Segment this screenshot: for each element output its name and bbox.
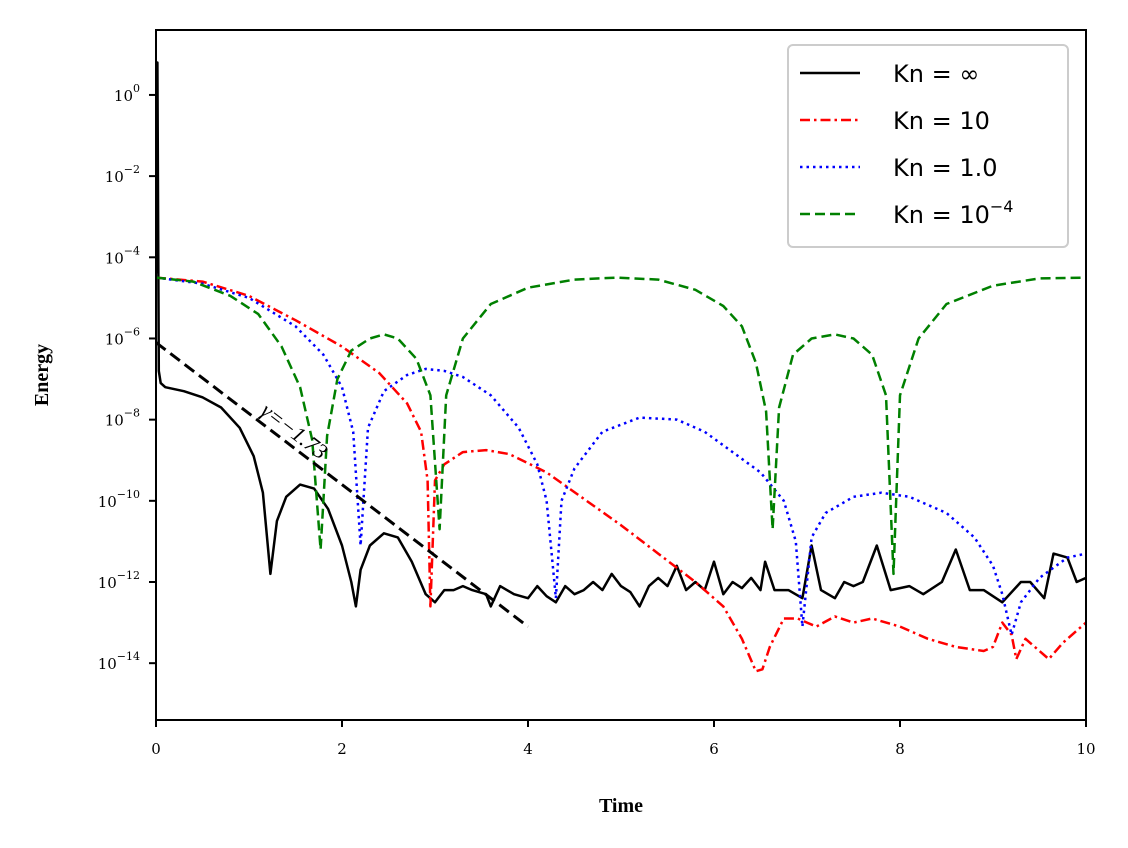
y-tick-label: 10−6 — [105, 325, 140, 348]
x-tick-label: 6 — [709, 740, 719, 758]
legend-label: Kn = 10−4 — [893, 197, 1013, 229]
legend: Kn = ∞ Kn = 10 Kn = 1.0 Kn = 10−4 — [787, 44, 1069, 248]
series-line-2 — [156, 276, 1086, 673]
slope-line — [155, 341, 529, 628]
x-tick-label: 2 — [337, 740, 347, 758]
x-tick-label: 4 — [523, 740, 533, 758]
slope-annotation: γ=−1.73 — [256, 398, 332, 465]
y-tick-label: 10−14 — [98, 650, 140, 673]
annotation-layer: γ=−1.73 — [155, 341, 529, 628]
series-layer — [156, 61, 1086, 673]
x-axis-title: Time — [599, 795, 643, 817]
y-axis: 100 10−2 10−4 10−6 10−8 10−10 10−12 10−14 — [98, 82, 156, 673]
y-tick-label: 10−8 — [105, 407, 140, 430]
legend-label: Kn = 1.0 — [893, 154, 997, 182]
y-tick-label: 10−10 — [98, 488, 140, 511]
legend-box — [787, 44, 1069, 248]
series-line-4 — [156, 276, 1086, 576]
series-line-3 — [156, 276, 1086, 637]
x-tick-label: 10 — [1076, 740, 1095, 758]
y-tick-label: 100 — [114, 82, 140, 105]
x-axis: 0 2 4 6 8 10 — [151, 720, 1096, 758]
plot-frame — [155, 29, 1087, 721]
legend-label: Kn = ∞ — [893, 60, 979, 88]
x-tick-label: 0 — [151, 740, 161, 758]
y-axis-title: Energy — [31, 344, 53, 406]
y-tick-label: 10−4 — [105, 244, 140, 267]
x-tick-label: 8 — [895, 740, 905, 758]
y-tick-label: 10−2 — [105, 163, 140, 186]
y-tick-label: 10−12 — [98, 569, 140, 592]
legend-label: Kn = 10 — [893, 107, 990, 135]
series-line-1 — [156, 61, 1086, 608]
